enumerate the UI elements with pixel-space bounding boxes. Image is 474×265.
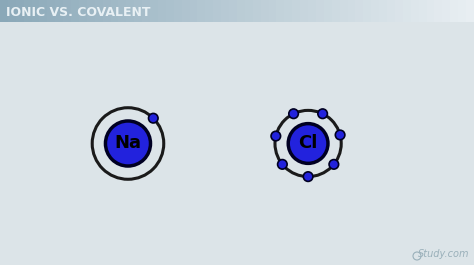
Bar [0,0,8,22]
Bar [332,0,340,22]
Circle shape [278,160,287,169]
Bar [356,0,364,22]
Bar [269,0,276,22]
Bar [403,0,411,22]
Bar [466,0,474,22]
Bar [174,0,182,22]
Bar [245,0,253,22]
Bar [39,0,47,22]
Bar [387,0,395,22]
Circle shape [303,172,313,182]
Bar [63,0,71,22]
Bar [292,0,300,22]
Bar [8,0,16,22]
Bar [24,0,32,22]
Bar [190,0,198,22]
Circle shape [318,109,328,118]
Bar [55,0,63,22]
Bar [110,0,118,22]
Bar [253,0,261,22]
Circle shape [289,109,298,118]
Bar [395,0,403,22]
Bar [134,0,142,22]
Circle shape [105,121,151,166]
Bar [118,0,127,22]
Bar [427,0,435,22]
Bar [261,0,269,22]
Bar [364,0,371,22]
Bar [213,0,221,22]
Bar [371,0,379,22]
Bar [166,0,174,22]
Bar [442,0,450,22]
Bar [324,0,332,22]
Bar [182,0,190,22]
Bar [450,0,458,22]
Bar [419,0,427,22]
Bar [127,0,134,22]
Bar [284,0,292,22]
Bar [458,0,466,22]
Bar [308,0,316,22]
Circle shape [148,113,158,123]
Bar [142,0,150,22]
Text: Study.com: Study.com [418,249,469,259]
Bar [79,0,87,22]
Bar [229,0,237,22]
Bar [379,0,387,22]
Bar [71,0,79,22]
Bar [347,0,356,22]
Bar [205,0,213,22]
Bar [300,0,308,22]
Bar [95,0,103,22]
Bar [32,0,39,22]
Bar [158,0,166,22]
Bar [221,0,229,22]
Circle shape [271,131,281,141]
Bar [16,0,24,22]
Bar [103,0,110,22]
Circle shape [288,124,328,164]
Bar [276,0,284,22]
Circle shape [329,160,338,169]
Bar [435,0,442,22]
Text: IONIC VS. COVALENT: IONIC VS. COVALENT [6,7,151,20]
Text: Cl: Cl [299,135,318,152]
Bar [198,0,205,22]
Bar [150,0,158,22]
Bar [47,0,55,22]
Bar [411,0,419,22]
Circle shape [335,130,345,140]
Bar [316,0,324,22]
Bar [87,0,95,22]
Bar [237,0,245,22]
Text: Na: Na [115,135,141,152]
Bar [340,0,347,22]
